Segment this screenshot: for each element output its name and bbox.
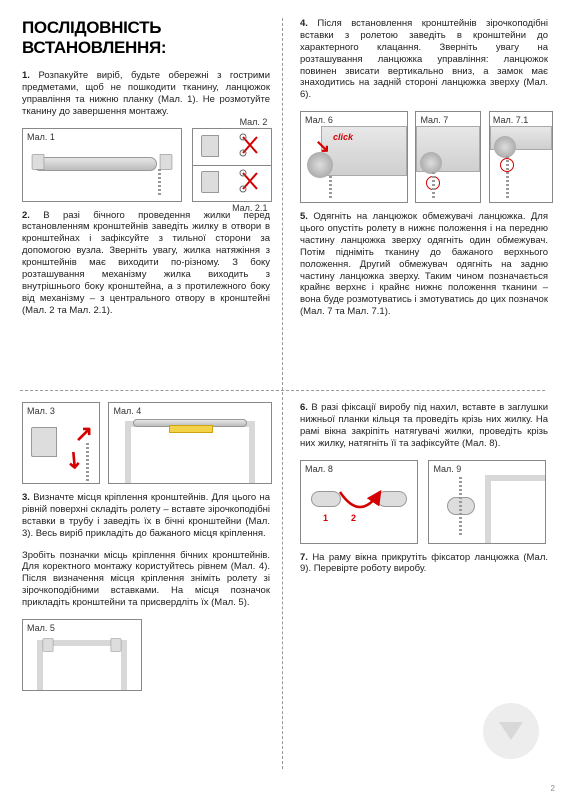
bracket-icon [32, 154, 45, 169]
figure-8-label: Мал. 8 [305, 464, 333, 474]
bracket-icon [201, 135, 219, 157]
window-frame-icon [485, 475, 545, 543]
chain-icon [329, 176, 332, 200]
bracket-icon [160, 154, 173, 169]
page-number: 2 [551, 784, 555, 793]
chain-icon [432, 172, 435, 200]
figure-row-1: Мал. 1 Мал. 2 Мал. 2.1 [22, 128, 270, 202]
figure-row-3-4: Мал. 3 ↗ ↘ Мал. 4 [22, 402, 270, 484]
figure-9-label: Мал. 9 [433, 464, 461, 474]
roller-icon [33, 157, 157, 171]
arrow-icon: ↘ [58, 444, 89, 476]
step-3a-text: 3. Визначте місця кріплення кронштейнів.… [22, 492, 270, 540]
chain-icon [86, 443, 89, 481]
level-icon [169, 425, 213, 433]
figure-2-label: Мал. 2 [240, 117, 268, 127]
arrow-icon: ↗ [75, 421, 93, 447]
step-7-text: 7. На раму вікна прикрутіть фіксатор лан… [300, 552, 548, 576]
figure-5: Мал. 5 [22, 619, 142, 691]
figure-9: Мал. 9 [428, 460, 546, 544]
bracket-icon [43, 638, 54, 651]
figure-6-label: Мал. 6 [305, 115, 333, 125]
scissors-icon [239, 133, 263, 161]
figure-1: Мал. 1 [22, 128, 182, 202]
step-5-text: 5. Одягніть на ланцюжок обмежувачі ланцю… [300, 211, 548, 318]
watermark-icon [483, 703, 539, 759]
bracket-icon [31, 427, 57, 457]
curved-arrow-icon [335, 487, 385, 527]
step-1-text: 1. Розпакуйте виріб, будьте обережні з г… [22, 70, 270, 118]
figure-21-label: Мал. 2.1 [232, 203, 267, 213]
click-label: click [333, 132, 353, 142]
figure-7-label: Мал. 7 [420, 115, 448, 125]
chain-icon [459, 477, 462, 537]
figure-8: Мал. 8 1 2 [300, 460, 418, 544]
step-3b-text: Зробіть позначки місць кріплення бічних … [22, 550, 270, 609]
chain-icon [506, 156, 509, 200]
vertical-divider [282, 18, 283, 769]
figure-1-label: Мал. 1 [27, 132, 55, 142]
figure-3: Мал. 3 ↗ ↘ [22, 402, 100, 484]
figure-2: Мал. 2 Мал. 2.1 [192, 128, 272, 202]
step-2-text: 2. В разі бічного проведення жилки перед… [22, 210, 270, 317]
figure-row-8-9: Мал. 8 1 2 Мал. 9 [300, 460, 548, 544]
bracket-icon [201, 171, 219, 193]
figure-5-label: Мал. 5 [27, 623, 55, 633]
mechanism-icon [494, 136, 516, 158]
figure-4-label: Мал. 4 [113, 406, 141, 416]
step-6-text: 6. В разі фіксації виробу під нахил, вст… [300, 402, 548, 450]
number-icon: 1 [323, 513, 328, 523]
chain-icon [158, 169, 161, 195]
instruction-page: ПОСЛІДОВНІСТЬ ВСТАНОВЛЕННЯ: 1. Розпакуйт… [0, 0, 565, 799]
figure-6: Мал. 6 click ↘ [300, 111, 408, 203]
figure-row-6-7: Мал. 6 click ↘ Мал. 7 Мал. 7.1 [300, 111, 548, 203]
figure-2-divider [193, 165, 271, 166]
figure-7-1: Мал. 7.1 [489, 111, 553, 203]
figure-3-label: Мал. 3 [27, 406, 55, 416]
step-4-text: 4. Після встановлення кронштейнів зірочк… [300, 18, 548, 101]
figure-71-label: Мал. 7.1 [493, 115, 528, 125]
horizontal-divider [20, 390, 545, 391]
figure-4: Мал. 4 [108, 402, 272, 484]
scissors-icon [239, 169, 263, 197]
page-title: ПОСЛІДОВНІСТЬ ВСТАНОВЛЕННЯ: [22, 18, 270, 58]
figure-7: Мал. 7 [415, 111, 481, 203]
bracket-icon [111, 638, 122, 651]
arrow-icon: ↘ [315, 136, 330, 157]
